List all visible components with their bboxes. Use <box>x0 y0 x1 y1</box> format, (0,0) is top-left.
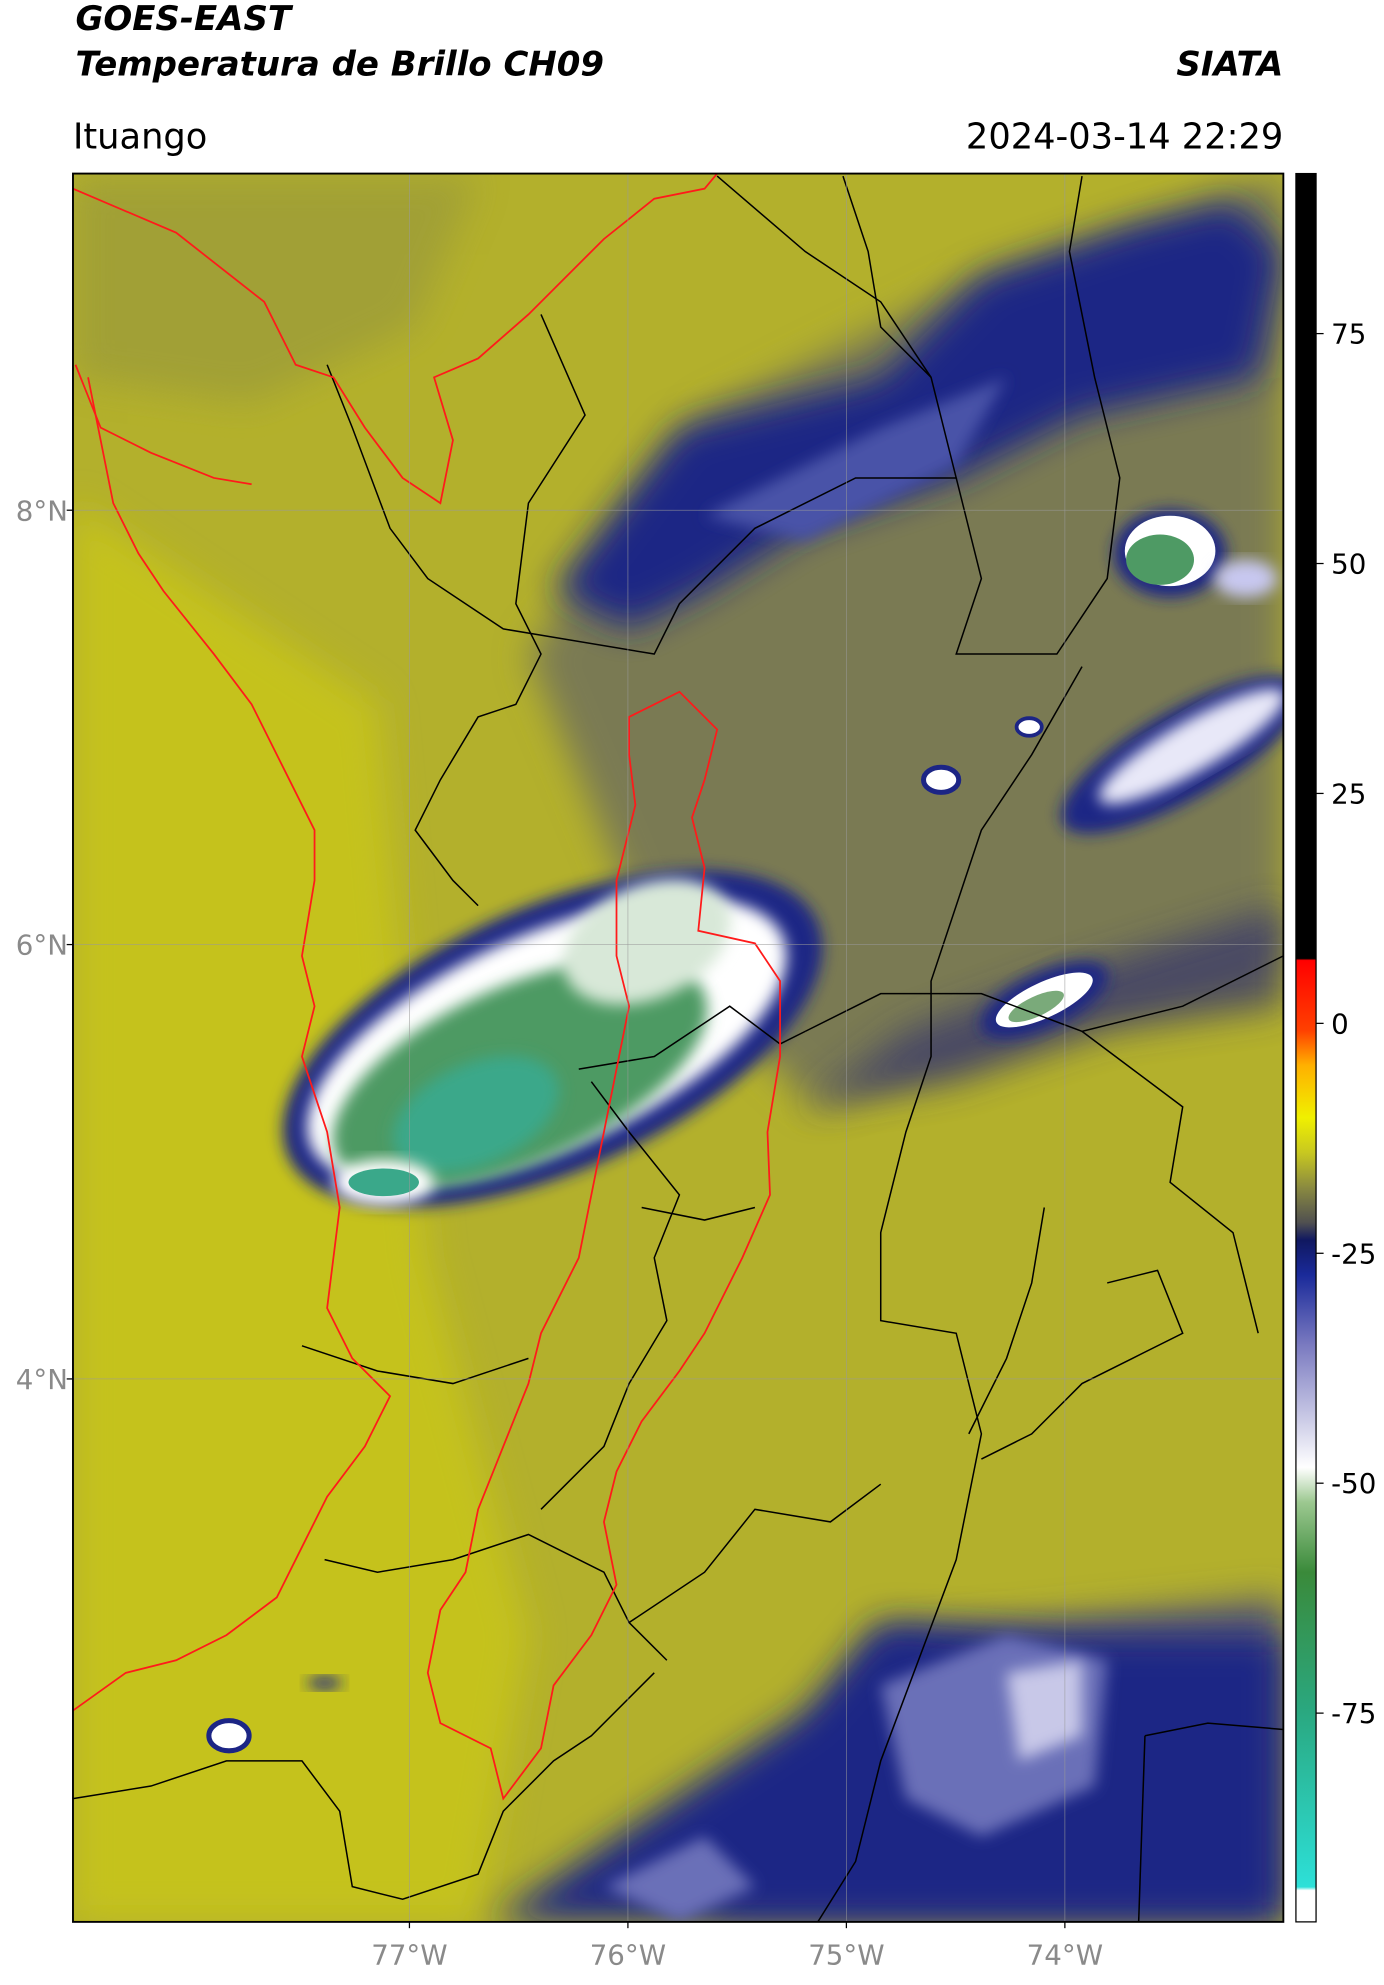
location: Ituango <box>73 116 207 157</box>
source: SIATA <box>1176 44 1283 84</box>
colorbar-tick-label: -75 <box>1331 1697 1376 1730</box>
title: GOES-EAST <box>75 0 293 39</box>
colorbar-tick-label: 50 <box>1331 548 1366 581</box>
colorbar-tick-label: -50 <box>1331 1467 1376 1500</box>
colorbar <box>1295 172 1317 1923</box>
colorbar-tick-label: 75 <box>1331 318 1366 351</box>
y-tick-label: 6°N <box>16 929 68 962</box>
colorbar-tick-label: -25 <box>1331 1237 1376 1270</box>
y-tick-label: 8°N <box>16 494 68 527</box>
x-tick-label: 76°W <box>590 1939 666 1972</box>
x-tick-label: 77°W <box>371 1939 447 1972</box>
colorbar-tick-label: 0 <box>1331 1007 1349 1040</box>
x-tick-label: 75°W <box>808 1939 884 1972</box>
satellite-image <box>72 173 1284 1922</box>
x-tick-label: 74°W <box>1027 1939 1103 1972</box>
datetime: 2024-03-14 22:29 <box>966 116 1283 157</box>
y-tick-label: 4°N <box>16 1363 68 1396</box>
subtitle: Temperatura de Brillo CH09 <box>75 44 604 84</box>
grid <box>72 173 1284 1922</box>
colorbar-tick-label: 25 <box>1331 778 1366 811</box>
map-frame <box>72 172 1285 1923</box>
